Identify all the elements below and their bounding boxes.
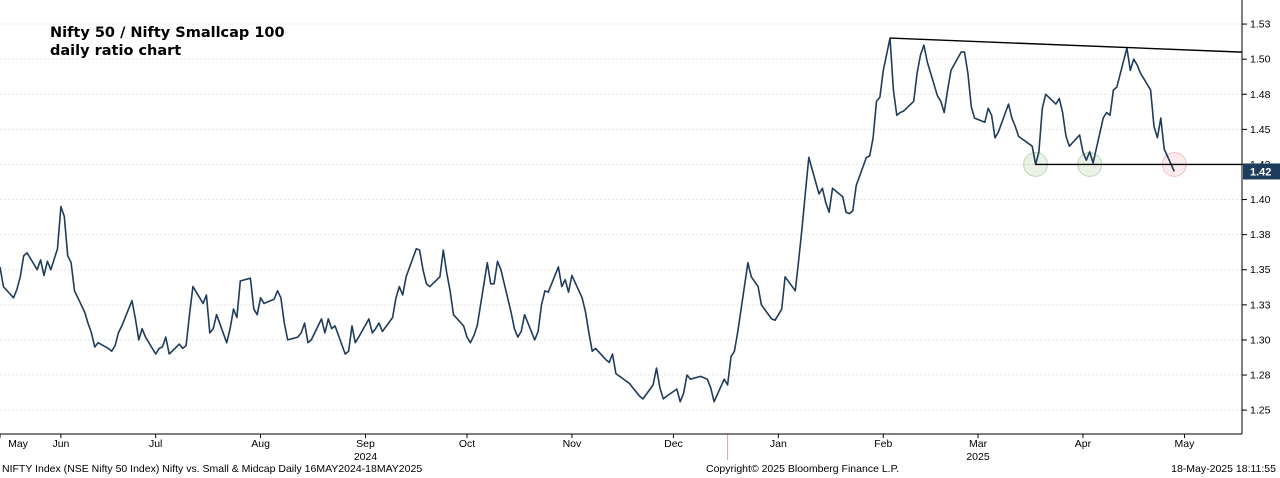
y-tick-label-1.45: 1.45: [1250, 124, 1271, 136]
x-tick-label-may-0: May: [8, 438, 29, 450]
x-tick-label-sep-4: Sep: [356, 438, 375, 450]
y-tick-label-1.48: 1.48: [1250, 89, 1271, 101]
x-tick-label-jul-2: Jul: [149, 438, 162, 450]
x-tick-label-oct-5: Oct: [459, 438, 475, 450]
chart-title: Nifty 50 / Nifty Smallcap 100: [50, 25, 285, 41]
x-tick-label-jan-8: Jan: [770, 438, 787, 450]
y-tick-label-1.53: 1.53: [1250, 19, 1271, 31]
x-tick-label-apr-11: Apr: [1075, 438, 1092, 450]
x-tick-label-aug-3: Aug: [251, 438, 270, 450]
footer-ticker-info: NIFTY Index (NSE Nifty 50 Index) Nifty v…: [2, 463, 423, 475]
y-tick-label-1.28: 1.28: [1250, 370, 1271, 382]
last-value-label: 1.42: [1250, 166, 1271, 178]
x-tick-label-dec-7: Dec: [664, 438, 683, 450]
series-line-nifty-ratio: [0, 37, 1176, 403]
chart-title-block: Nifty 50 / Nifty Smallcap 100 daily rati…: [50, 24, 285, 60]
y-tick-label-1.50: 1.50: [1250, 54, 1271, 66]
x-tick-label-nov-6: Nov: [563, 438, 582, 450]
footer-timestamp: 18-May-2025 18:11:55: [1171, 463, 1276, 475]
x-tick-label-feb-9: Feb: [874, 438, 892, 450]
x-tick-label-mar-10: Mar: [969, 438, 988, 450]
year-label-2024: 2024: [354, 451, 378, 463]
year-label-2025: 2025: [966, 451, 990, 463]
resistance-trendline: [890, 37, 1243, 53]
y-tick-label-1.25: 1.25: [1250, 405, 1271, 417]
last-value-badge: [1243, 163, 1280, 180]
y-tick-label-1.30: 1.30: [1250, 334, 1271, 346]
y-tick-label-1.40: 1.40: [1250, 194, 1271, 206]
footer-copyright: Copyright© 2025 Bloomberg Finance L.P.: [706, 463, 900, 475]
x-tick-label-may-12: May: [1175, 438, 1196, 450]
y-tick-label-1.38: 1.38: [1250, 229, 1271, 241]
y-tick-label-1.35: 1.35: [1250, 264, 1271, 276]
y-tick-label-1.33: 1.33: [1250, 299, 1271, 311]
chart-subtitle: daily ratio chart: [50, 43, 182, 59]
x-tick-label-jun-1: Jun: [52, 438, 69, 450]
